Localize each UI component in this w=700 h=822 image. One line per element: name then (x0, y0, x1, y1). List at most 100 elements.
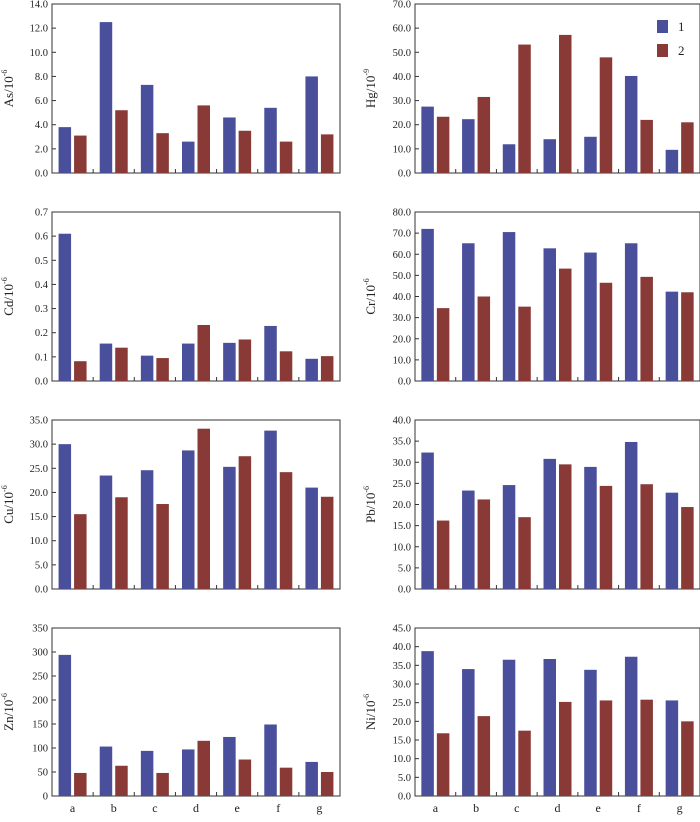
bar-series2-g (681, 122, 694, 173)
y-tick-label: 10.0 (30, 536, 48, 547)
y-tick-label: 200 (32, 696, 48, 707)
plot-frame (414, 211, 700, 382)
bar-series2-f (279, 141, 293, 173)
y-tick-label: 0.4 (35, 280, 49, 291)
y-tick-label: 50.0 (393, 271, 411, 282)
bar-series1-b (462, 243, 475, 381)
x-category-label: d (193, 801, 199, 815)
y-axis-label: Cu/10-6 (0, 485, 16, 523)
y-axis-label-base: As/10 (1, 76, 16, 107)
y-axis-label-base: Cr/10 (363, 285, 378, 315)
y-tick-label: 0.6 (35, 232, 48, 243)
bar-series1-g (305, 358, 318, 381)
bar-series1-g (305, 76, 318, 173)
y-axis-label: Cr/10-6 (362, 278, 378, 314)
bar-series1-c (502, 485, 516, 589)
plot-frame (414, 627, 700, 797)
bar-series1-d (543, 458, 556, 589)
y-tick-label: 0 (43, 792, 48, 803)
y-axis-label-base: Zn/10 (1, 700, 16, 731)
y-tick-label: 150 (32, 720, 48, 731)
y-tick-label: 6.0 (35, 96, 48, 107)
bar-series2-d (559, 268, 572, 381)
y-axis-label: Cd/10-6 (0, 277, 16, 315)
bar-series2-b (115, 765, 128, 796)
bar-series1-d (182, 141, 195, 173)
y-axis-label: As/10-6 (0, 70, 16, 108)
x-category-label: a (70, 801, 76, 815)
bar-series1-a (58, 654, 72, 796)
y-tick-label: 0.0 (398, 377, 411, 388)
bar-series1-d (182, 749, 195, 796)
y-tick-label: 8.0 (35, 72, 48, 83)
bar-series2-a (436, 116, 450, 173)
bar-series2-a (436, 520, 450, 589)
y-axis-label-base: Pb/10 (363, 493, 378, 523)
y-tick-label: 15.0 (30, 512, 48, 523)
y-tick-label: 5.0 (398, 773, 411, 784)
x-category-label: e (596, 801, 601, 815)
y-tick-label: 0.0 (35, 585, 48, 596)
bar-series2-d (559, 464, 572, 589)
bar-series2-b (115, 347, 128, 381)
bar-series2-c (518, 306, 531, 381)
bar-series1-e (223, 736, 236, 796)
y-tick-label: 12.0 (30, 24, 48, 35)
y-tick-label: 40.0 (393, 642, 411, 653)
y-tick-label: 35.0 (30, 416, 48, 427)
bar-series2-b (115, 110, 128, 173)
bar-series1-b (99, 343, 113, 381)
bar-series1-g (665, 149, 679, 173)
y-axis-label-exponent: -6 (0, 277, 9, 284)
y-tick-label: 20.0 (393, 717, 411, 728)
plot-frame (414, 3, 700, 174)
bar-series1-g (305, 761, 318, 796)
bar-series2-f (279, 472, 293, 589)
y-tick-label: 50 (38, 768, 49, 779)
chart-panel-cd: 0.0 0.1 0.2 0.3 0.4 0.5 0.6 0.7 Cd/10-6 (0, 208, 341, 388)
y-axis-label: Zn/10-6 (0, 693, 16, 731)
bar-series2-a (74, 772, 87, 796)
y-axis-label-base: Cu/10 (1, 492, 16, 524)
bar-series2-g (320, 496, 334, 589)
bar-series2-e (599, 485, 613, 589)
bar-series2-b (477, 296, 491, 381)
bar-series2-e (599, 57, 613, 173)
bar-series2-e (599, 282, 613, 381)
chart-panel-cr: 0.0 10.0 20.0 30.0 40.0 50.0 60.0 70.0 80.0 Cr/10… (362, 208, 700, 388)
y-tick-label: 25.0 (30, 464, 48, 475)
bar-series2-e (238, 130, 252, 173)
y-tick-label: 70.0 (393, 229, 411, 240)
bar-series2-f (640, 484, 653, 589)
x-category-label: c (152, 801, 157, 815)
bar-series2-g (681, 721, 694, 796)
bar-series1-f (264, 107, 277, 173)
y-tick-label: 15.0 (393, 521, 411, 532)
bar-series2-e (599, 700, 613, 796)
bar-series2-g (320, 134, 334, 173)
x-category-label: d (555, 801, 561, 815)
bar-series1-f (624, 243, 638, 381)
bar-series2-c (156, 358, 169, 381)
plot-frame (414, 419, 700, 590)
x-category-label: e (234, 801, 239, 815)
plot-frame (51, 419, 341, 590)
y-tick-label: 30.0 (30, 440, 48, 451)
bar-series2-e (238, 759, 252, 796)
y-tick-label: 30.0 (393, 96, 411, 107)
bar-series2-g (681, 292, 694, 381)
y-tick-label: 20.0 (393, 334, 411, 345)
y-tick-label: 15.0 (393, 736, 411, 747)
bar-series2-b (115, 497, 128, 589)
bar-series1-d (543, 248, 556, 381)
y-tick-label: 0.5 (35, 256, 48, 267)
x-category-label: g (677, 801, 683, 815)
x-category-label: g (316, 801, 322, 815)
bar-series1-f (624, 656, 638, 796)
bar-series1-e (584, 252, 597, 381)
y-axis-label-base: Hg/10 (363, 76, 378, 109)
bar-series1-c (502, 659, 516, 796)
y-tick-label: 70.0 (393, 0, 411, 11)
bar-series1-c (140, 355, 154, 381)
legend-label-2: 2 (678, 43, 685, 58)
